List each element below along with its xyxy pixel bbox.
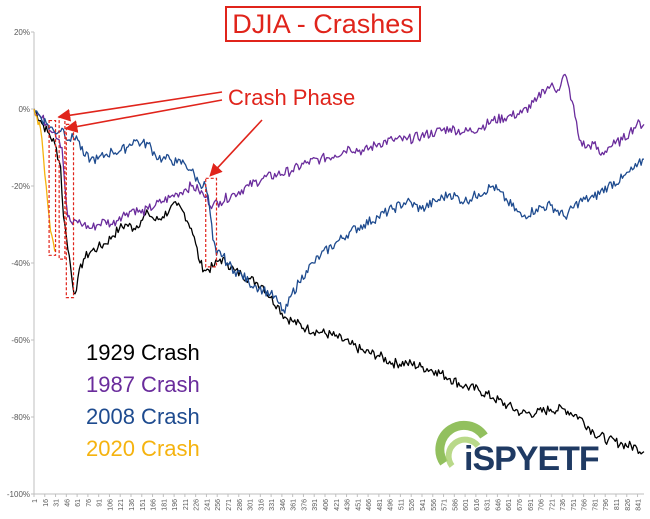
x-tick-label: 31 bbox=[54, 499, 61, 507]
y-tick-label: -100% bbox=[7, 490, 30, 499]
x-tick-label: 316 bbox=[258, 499, 265, 511]
x-tick-label: 826 bbox=[625, 499, 632, 511]
x-tick-label: 481 bbox=[377, 499, 384, 511]
x-tick-label: 841 bbox=[636, 499, 643, 511]
logo-text: iSPYETF bbox=[464, 440, 600, 478]
x-tick-label: 676 bbox=[517, 499, 524, 511]
x-tick-label: 106 bbox=[107, 499, 114, 511]
legend-item-1987: 1987 Crash bbox=[86, 372, 200, 397]
x-tick-label: 796 bbox=[603, 499, 610, 511]
y-tick-label: -60% bbox=[11, 336, 30, 345]
y-tick-label: 20% bbox=[14, 28, 30, 37]
x-tick-label: 166 bbox=[151, 499, 158, 511]
y-tick-label: -80% bbox=[11, 413, 30, 422]
x-tick-label: 91 bbox=[97, 499, 104, 507]
crash-phase-arrow bbox=[57, 91, 223, 122]
x-tick-label: 601 bbox=[463, 499, 470, 511]
x-tick-label: 781 bbox=[592, 499, 599, 511]
x-tick-label: 301 bbox=[248, 499, 255, 511]
legend-item-2008: 2008 Crash bbox=[86, 404, 200, 429]
x-tick-label: 271 bbox=[226, 499, 233, 511]
crash-phase-arrow bbox=[64, 99, 223, 133]
x-tick-label: 766 bbox=[582, 499, 589, 511]
ispyetf-logo: iSPYETF bbox=[434, 418, 600, 478]
x-tick-label: 211 bbox=[183, 499, 190, 510]
x-tick-label: 736 bbox=[560, 499, 567, 511]
x-tick-label: 721 bbox=[549, 499, 556, 511]
x-tick-label: 421 bbox=[334, 499, 341, 511]
x-tick-label: 361 bbox=[291, 499, 298, 511]
x-tick-label: 331 bbox=[269, 499, 276, 511]
x-tick-label: 436 bbox=[345, 499, 352, 511]
x-tick-label: 391 bbox=[312, 499, 319, 511]
x-tick-label: 226 bbox=[194, 499, 201, 511]
x-tick-label: 706 bbox=[539, 499, 546, 511]
x-tick-label: 571 bbox=[442, 499, 449, 511]
x-tick-label: 691 bbox=[528, 499, 535, 511]
x-tick-label: 646 bbox=[495, 499, 502, 511]
series-line-2008 bbox=[33, 108, 644, 314]
x-tick-label: 16 bbox=[43, 499, 50, 507]
x-tick-label: 661 bbox=[506, 499, 513, 511]
x-tick-label: 541 bbox=[420, 499, 427, 511]
chart-series bbox=[33, 73, 645, 455]
x-tick-label: 61 bbox=[75, 499, 82, 507]
x-tick-label: 451 bbox=[355, 499, 362, 511]
x-tick-label: 121 bbox=[118, 499, 125, 511]
crash-phase-arrow bbox=[209, 119, 263, 177]
x-tick-label: 196 bbox=[172, 499, 179, 511]
x-tick-label: 151 bbox=[140, 499, 147, 511]
crash-phase-label: Crash Phase bbox=[228, 85, 356, 110]
y-tick-label: 0% bbox=[18, 105, 30, 114]
y-tick-label: -40% bbox=[11, 259, 30, 268]
chart-title: DJIA - Crashes bbox=[225, 6, 421, 42]
chart-legend: 1929 Crash 1987 Crash 2008 Crash 2020 Cr… bbox=[86, 337, 200, 465]
logo-arc-icon bbox=[435, 420, 488, 468]
x-tick-label: 1 bbox=[32, 499, 39, 503]
crash-phase-box bbox=[205, 177, 218, 268]
x-tick-label: 346 bbox=[280, 499, 287, 511]
x-tick-label: 406 bbox=[323, 499, 330, 511]
x-tick-label: 286 bbox=[237, 499, 244, 511]
x-tick-label: 616 bbox=[474, 499, 481, 511]
crash-phase-box bbox=[48, 119, 57, 256]
x-tick-label: 586 bbox=[452, 499, 459, 511]
x-tick-label: 511 bbox=[398, 499, 405, 510]
x-tick-label: 256 bbox=[215, 499, 222, 511]
x-tick-label: 631 bbox=[485, 499, 492, 511]
x-tick-label: 136 bbox=[129, 499, 136, 511]
x-tick-label: 181 bbox=[161, 499, 168, 511]
x-tick-label: 76 bbox=[86, 499, 93, 507]
x-tick-label: 811 bbox=[614, 499, 621, 510]
x-tick-label: 751 bbox=[571, 499, 578, 511]
chart-axes: 20%0%-20%-40%-60%-80%-100%1 16 31 46 61 76 91 1… bbox=[7, 28, 644, 511]
x-tick-label: 376 bbox=[301, 499, 308, 511]
series-line-1929 bbox=[33, 108, 645, 455]
x-tick-label: 241 bbox=[204, 499, 211, 511]
crash-phase-markers bbox=[48, 91, 263, 299]
y-tick-label: -20% bbox=[11, 182, 30, 191]
x-tick-label: 526 bbox=[409, 499, 416, 511]
x-tick-label: 496 bbox=[388, 499, 395, 511]
legend-item-1929: 1929 Crash bbox=[86, 340, 200, 365]
x-tick-label: 556 bbox=[431, 499, 438, 511]
series-line-1987 bbox=[33, 73, 645, 231]
series-line-2020 bbox=[33, 108, 56, 252]
legend-item-2020: 2020 Crash bbox=[86, 436, 200, 461]
x-tick-label: 466 bbox=[366, 499, 373, 511]
x-tick-label: 46 bbox=[64, 499, 71, 507]
